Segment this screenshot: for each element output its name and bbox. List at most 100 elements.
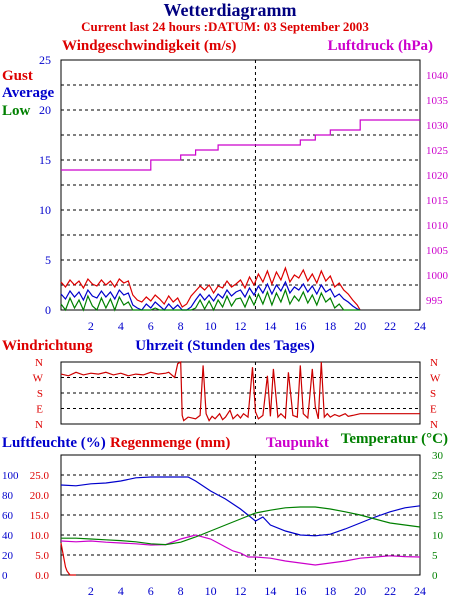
- direction-y-tick-left: E: [36, 404, 43, 416]
- plot-frame: [60, 361, 421, 425]
- humidity-y-tick: 80: [2, 490, 14, 502]
- temperature-y-tick: 10: [432, 530, 444, 542]
- rain-y-tick: 20.0: [30, 490, 50, 502]
- series-low: [60, 288, 361, 312]
- wind-series: [60, 119, 420, 312]
- pressure-y-tick: 1020: [426, 170, 449, 182]
- direction-y-tick-right: S: [430, 388, 436, 400]
- humidity-x-tick: 8: [178, 584, 184, 598]
- direction-y-tick-left: W: [33, 373, 44, 385]
- humidity-y-tick: 60: [2, 510, 14, 522]
- time-axis-label: Uhrzeit (Stunden des Tages): [135, 338, 315, 354]
- page-subtitle: Current last 24 hours :DATUM: 03 Septemb…: [81, 19, 369, 34]
- series-luftfeuchte: [60, 476, 421, 537]
- humidity-x-tick: 12: [235, 584, 247, 598]
- humidity-y-tick: 20: [2, 550, 14, 562]
- wind-y-tick: 0: [45, 303, 51, 317]
- humidity-x-tick: 24: [414, 584, 426, 598]
- temperature-y-tick: 15: [432, 510, 444, 522]
- pressure-y-tick: 1010: [426, 220, 449, 232]
- rain-y-tick: 10.0: [30, 530, 50, 542]
- rain-y-tick: 15.0: [30, 510, 50, 522]
- humidity-y-tick: 100: [2, 470, 19, 482]
- humidity-y-tick: 0: [2, 570, 8, 582]
- direction-y-tick-left: N: [35, 357, 43, 369]
- temperature-y-tick: 20: [432, 490, 444, 502]
- humidity-x-tick: 22: [384, 584, 396, 598]
- wind-grid: [60, 59, 421, 311]
- wind-x-tick: 4: [118, 319, 124, 333]
- series-wind-direction: [60, 360, 420, 422]
- wind-x-tick: 24: [414, 319, 426, 333]
- direction-y-tick-right: W: [430, 373, 441, 385]
- rain-title: Regenmenge (mm): [110, 435, 230, 451]
- wind-x-tick: 20: [354, 319, 366, 333]
- dewpoint-title: Taupunkt: [266, 435, 329, 451]
- direction-y-tick-right: N: [430, 357, 438, 369]
- plot-frame: [60, 59, 421, 311]
- humidity-x-tick: 20: [354, 584, 366, 598]
- legend-low: Low: [2, 103, 31, 119]
- direction-y-tick-left: S: [37, 388, 43, 400]
- direction-y-tick-left: N: [35, 419, 43, 431]
- wind-x-tick: 22: [384, 319, 396, 333]
- pressure-title: Luftdruck (hPa): [328, 38, 433, 54]
- humidity-x-tick: 2: [88, 584, 94, 598]
- wind-x-tick: 8: [178, 319, 184, 333]
- humidity-x-tick: 6: [148, 584, 154, 598]
- wind-x-tick: 16: [294, 319, 306, 333]
- rain-y-tick: 25.0: [30, 470, 50, 482]
- series-temperatur: [61, 506, 421, 546]
- temperature-y-tick: 25: [432, 470, 444, 482]
- pressure-y-tick: 995: [426, 295, 443, 307]
- page-title: Wetterdiagramm: [164, 0, 297, 20]
- humidity-y-tick: 40: [2, 530, 14, 542]
- direction-series: [60, 360, 420, 422]
- temperature-y-tick: 30: [432, 450, 444, 462]
- wind-x-tick: 18: [324, 319, 336, 333]
- temperature-y-tick: 5: [432, 550, 438, 562]
- legend-gust: Gust: [2, 68, 33, 84]
- rain-y-tick: 0.0: [35, 570, 49, 582]
- series-regenmenge: [60, 542, 76, 576]
- temperature-y-tick: 0: [432, 570, 438, 582]
- pressure-y-tick: 1015: [426, 195, 449, 207]
- wind-x-tick: 6: [148, 319, 154, 333]
- humidity-grid: [60, 454, 421, 576]
- direction-y-tick-right: E: [430, 404, 437, 416]
- pressure-y-tick: 1005: [426, 245, 449, 257]
- wind-y-tick: 25: [39, 53, 51, 67]
- series-average: [60, 280, 361, 311]
- series-gust: [60, 266, 361, 311]
- humidity-title: Luftfeuchte (%): [2, 435, 106, 451]
- humidity-x-tick: 14: [264, 584, 276, 598]
- series-taupunkt: [60, 534, 421, 566]
- humidity-series: [60, 476, 421, 576]
- wind-direction-title: Windrichtung: [2, 338, 93, 354]
- direction-grid: [60, 361, 421, 425]
- humidity-tick-labels: 0 0.0 20 5.0 40 10.0 60 15.0 80 20.0 100 25.0 0 5 10 15…: [2, 450, 444, 598]
- humidity-x-tick: 16: [294, 584, 306, 598]
- wind-x-tick: 10: [205, 319, 217, 333]
- pressure-y-tick: 1040: [426, 70, 449, 82]
- humidity-x-tick: 18: [324, 584, 336, 598]
- plot-frame: [60, 454, 421, 576]
- humidity-x-tick: 4: [118, 584, 124, 598]
- pressure-y-tick: 1035: [426, 95, 449, 107]
- pressure-y-tick: 1025: [426, 145, 449, 157]
- wind-y-tick: 20: [39, 103, 51, 117]
- temperature-title: Temperatur (°C): [341, 431, 448, 447]
- wind-y-tick: 10: [39, 203, 51, 217]
- series-luftdruck: [61, 119, 420, 171]
- wind-tick-labels: 0510152025995100010051010101510201025103…: [39, 53, 449, 333]
- wind-x-tick: 14: [264, 319, 276, 333]
- wind-y-tick: 15: [39, 153, 51, 167]
- humidity-x-tick: 10: [205, 584, 217, 598]
- wind-x-tick: 2: [88, 319, 94, 333]
- pressure-y-tick: 1030: [426, 120, 449, 132]
- legend-average: Average: [2, 85, 55, 101]
- wind-speed-title: Windgeschwindigkeit (m/s): [62, 38, 236, 54]
- pressure-y-tick: 1000: [426, 270, 449, 282]
- wind-y-tick: 5: [45, 253, 51, 267]
